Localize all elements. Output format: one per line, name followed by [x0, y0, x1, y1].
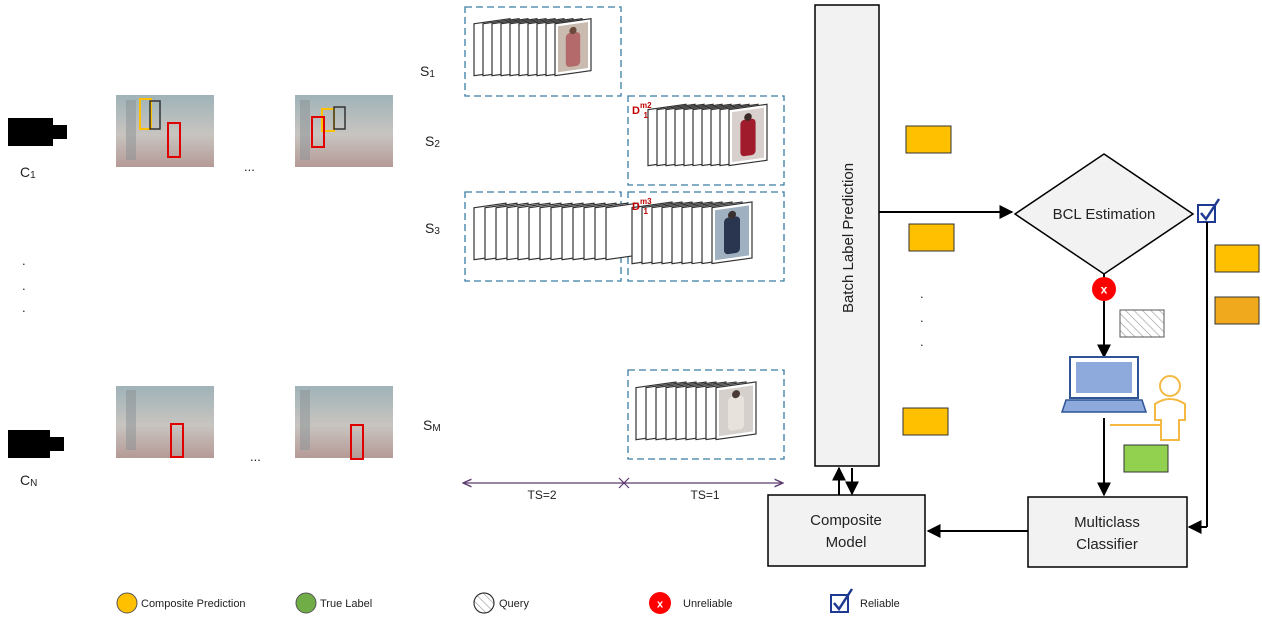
svg-text:Composite Prediction: Composite Prediction [141, 598, 246, 610]
multiclass-classifier-block [1027, 496, 1188, 568]
timeline [463, 477, 783, 489]
frame-stack-s1 [473, 17, 592, 77]
stack-box-sm [627, 369, 785, 460]
composite-prediction-marker [902, 407, 949, 436]
ellipsis-frames-bottom: ... [250, 449, 261, 464]
svg-text:x: x [657, 599, 664, 611]
camera-label-n: CN [20, 472, 37, 489]
frame-stack-s3-ts1 [631, 201, 753, 265]
composite-model-label-line1: Composite [810, 512, 882, 529]
composite-prediction-marker [905, 125, 952, 154]
person-crop [558, 22, 588, 73]
person-crop [732, 107, 764, 163]
composite-prediction-marker [1214, 296, 1260, 325]
camera-icon-1 [8, 118, 67, 146]
ellipsis-frames-top: ... [244, 159, 255, 174]
frame-stack-s2 [647, 103, 768, 167]
legend-item-unreliable: x Unreliable [649, 592, 733, 614]
d-label-m2: Dm2 1 [632, 101, 652, 120]
query-marker [1119, 309, 1165, 338]
multiclass-classifier-label-line2: Classifier [1076, 536, 1138, 553]
composite-prediction-marker [1214, 244, 1260, 273]
svg-text:Reliable: Reliable [860, 598, 900, 610]
user-icon [1110, 375, 1186, 441]
camera-icon-n [8, 430, 64, 458]
video-frame [116, 95, 214, 167]
person-crop [715, 205, 749, 261]
true-label-marker [1123, 444, 1169, 473]
video-frame [116, 386, 214, 458]
batch-label-prediction-block [814, 4, 880, 467]
stack-box-s2 [627, 95, 785, 186]
svg-text:True Label: True Label [320, 598, 372, 610]
composite-model-label-line2: Model [826, 534, 867, 551]
video-frame [295, 386, 393, 460]
svg-text:.: . [22, 253, 26, 268]
reliable-check-icon [1197, 198, 1221, 223]
svg-text:Unreliable: Unreliable [683, 598, 733, 610]
camera-label-1: C1 [20, 164, 36, 181]
stream-label-3: S3 [425, 220, 440, 237]
person-crop [719, 385, 753, 437]
svg-text:x: x [1101, 283, 1108, 297]
legend-item-true-label: True Label [295, 592, 372, 614]
vertical-dots-cameras: . . . [22, 253, 26, 315]
frame-stack-sm [635, 381, 757, 441]
video-frame [295, 95, 393, 167]
svg-text:.: . [920, 310, 924, 325]
stream-label-2: S2 [425, 133, 440, 150]
svg-text:.: . [22, 278, 26, 293]
svg-text:Query: Query [499, 598, 529, 610]
unreliable-x-icon: x [1092, 277, 1116, 301]
stack-box-s1 [464, 6, 622, 97]
legend-item-query: Query [473, 592, 529, 614]
d-label-m3: Dm3 1 [632, 197, 652, 216]
multiclass-classifier-label-line1: Multiclass [1074, 514, 1140, 531]
vertical-dots-predictions: . . . [920, 286, 924, 349]
batch-label-prediction-label: Batch Label Prediction [840, 163, 857, 313]
svg-text:.: . [920, 334, 924, 349]
legend-item-composite-prediction: Composite Prediction [116, 592, 246, 614]
svg-text:.: . [920, 286, 924, 301]
svg-text:.: . [22, 300, 26, 315]
legend-item-reliable: Reliable [830, 588, 900, 613]
legend: Composite Prediction True Label Query x … [116, 588, 900, 614]
laptop-icon [1060, 356, 1148, 413]
composite-prediction-marker [908, 223, 955, 252]
timestep-label-2: TS=2 [527, 488, 556, 502]
frame-stack-s3-ts2 [473, 202, 639, 261]
timestep-label-1: TS=1 [690, 488, 719, 502]
stream-label-m: SM [423, 417, 441, 434]
bcl-estimation-label: BCL Estimation [1053, 206, 1156, 223]
stream-label-1: S1 [420, 63, 435, 80]
composite-model-block [767, 494, 926, 567]
